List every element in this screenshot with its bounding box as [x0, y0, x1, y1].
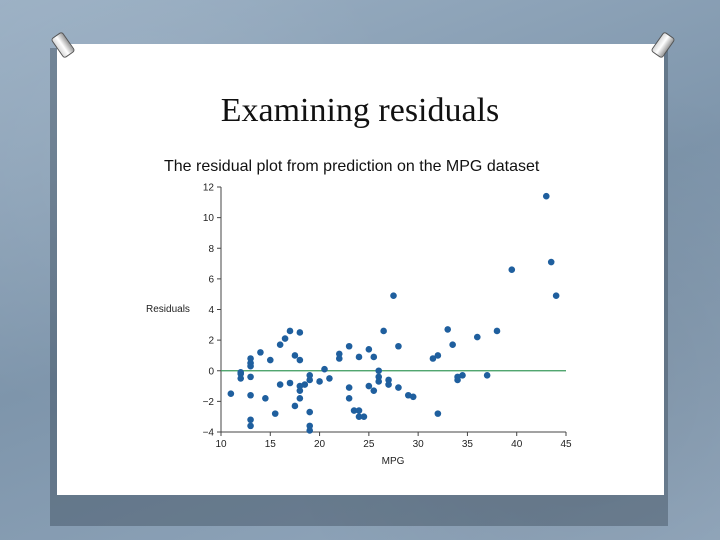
- data-point: [385, 381, 392, 388]
- data-point: [350, 407, 358, 414]
- data-point: [306, 408, 314, 416]
- data-point: [247, 416, 254, 424]
- data-point: [247, 355, 254, 362]
- data-point: [247, 422, 254, 430]
- data-point: [291, 352, 299, 359]
- data-point: [237, 368, 245, 376]
- data-point: [370, 387, 378, 394]
- data-point: [262, 395, 269, 402]
- data-point: [316, 378, 323, 385]
- data-point: [345, 342, 353, 350]
- data-point: [375, 367, 383, 375]
- data-point: [385, 376, 392, 384]
- x-tick-label: 20: [314, 439, 326, 450]
- data-point: [434, 352, 442, 359]
- data-point: [227, 390, 235, 398]
- y-tick-label: 8: [208, 244, 214, 255]
- data-point: [370, 353, 378, 361]
- x-tick-label: 40: [511, 439, 523, 450]
- plot-area: −4 −2 0 2 4 6 8 10 12 10 15 20 25 30 35 40 45: [203, 183, 572, 451]
- data-point: [473, 333, 481, 341]
- data-point: [306, 422, 314, 430]
- data-point: [281, 335, 289, 342]
- data-point: [321, 365, 328, 373]
- data-point: [257, 349, 264, 356]
- y-tick-label: 6: [208, 274, 214, 285]
- data-point: [271, 410, 279, 417]
- data-point: [276, 381, 284, 388]
- x-tick-label: 30: [413, 439, 425, 450]
- data-point: [286, 379, 294, 387]
- y-tick-label: 4: [208, 305, 214, 316]
- data-point: [429, 355, 437, 362]
- data-point: [360, 413, 368, 420]
- slide: [57, 44, 664, 495]
- data-point: [247, 373, 254, 381]
- data-point: [449, 341, 456, 349]
- y-axis-label: Residuals: [146, 304, 190, 315]
- data-point: [355, 353, 363, 361]
- data-point: [508, 266, 516, 273]
- data-point: [375, 373, 383, 381]
- data-point: [365, 346, 373, 353]
- data-point: [395, 342, 402, 350]
- data-point: [380, 327, 387, 335]
- slide-title: Examining residuals: [0, 92, 720, 130]
- x-tick-label: 35: [462, 439, 474, 450]
- data-point: [291, 402, 299, 410]
- data-point: [237, 375, 245, 382]
- slide-subtitle: The residual plot from prediction on the…: [164, 158, 540, 175]
- data-point: [542, 192, 550, 200]
- data-point: [365, 382, 373, 390]
- data-point: [335, 355, 343, 362]
- data-point: [301, 381, 309, 388]
- y-tick-label: −2: [203, 397, 215, 408]
- data-point: [409, 393, 417, 401]
- x-axis-label: MPG: [382, 456, 405, 467]
- data-point: [395, 384, 402, 391]
- data-point: [345, 395, 353, 402]
- data-point: [355, 407, 363, 414]
- data-point: [390, 292, 397, 300]
- data-point: [326, 375, 333, 382]
- x-tick-label: 45: [560, 439, 572, 450]
- data-point: [266, 356, 274, 364]
- data-point: [552, 292, 560, 300]
- data-point: [296, 395, 304, 402]
- data-point: [306, 376, 314, 384]
- data-point: [547, 258, 555, 266]
- y-tick-label: 10: [203, 213, 215, 224]
- data-point: [444, 326, 452, 333]
- data-point: [306, 372, 314, 379]
- data-point: [296, 387, 304, 394]
- y-tick-label: 2: [208, 336, 214, 347]
- data-point: [493, 327, 501, 335]
- data-point: [296, 356, 304, 364]
- data-point: [345, 384, 353, 391]
- x-tick-label: 10: [215, 439, 227, 450]
- data-point: [286, 327, 294, 335]
- data-point: [247, 391, 254, 399]
- y-tick-label: 12: [203, 183, 215, 194]
- data-point: [434, 410, 442, 417]
- slide-title-text: Examining residuals: [220, 92, 500, 129]
- data-point: [459, 372, 466, 379]
- y-tick-label: 0: [208, 366, 214, 377]
- data-point: [355, 413, 363, 420]
- data-point: [335, 350, 343, 358]
- data-point: [375, 378, 383, 385]
- x-tick-label: 25: [363, 439, 375, 450]
- x-tick-label: 15: [265, 439, 277, 450]
- data-point: [296, 329, 304, 336]
- data-point: [247, 362, 254, 370]
- data-point: [306, 427, 314, 434]
- y-tick-label: −4: [203, 428, 215, 439]
- data-point: [483, 372, 491, 379]
- data-point: [276, 341, 284, 349]
